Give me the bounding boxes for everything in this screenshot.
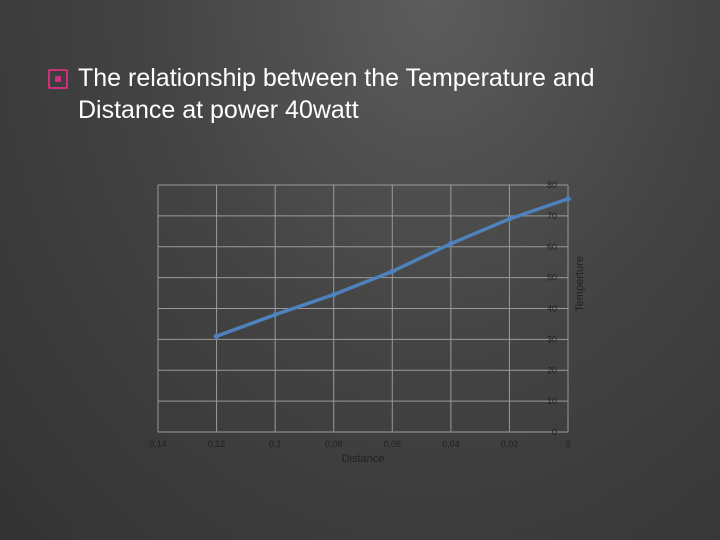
y-tick-label: 0 — [552, 427, 557, 437]
data-point — [564, 195, 572, 203]
y-tick-label: 20 — [547, 365, 557, 375]
square-bullet-icon — [48, 69, 68, 89]
data-point — [330, 291, 338, 299]
chart-labels: 0 10 20 30 40 50 60 70 80 0,14 0,12 0,1 0,08 0,06 0,04… — [149, 180, 586, 465]
x-tick-label: 0,08 — [325, 439, 343, 449]
y-tick-label: 30 — [547, 334, 557, 344]
data-point — [213, 332, 221, 340]
x-tick-label: 0,02 — [501, 439, 519, 449]
x-axis-title: Distance — [342, 453, 385, 465]
slide-title: The relationship between the Temperature… — [78, 64, 595, 124]
x-tick-label: 0,14 — [149, 439, 167, 449]
data-point — [447, 240, 455, 248]
x-tick-label: 0,04 — [442, 439, 460, 449]
y-tick-label: 10 — [547, 396, 557, 406]
y-axis-title: Temperture — [574, 256, 586, 312]
y-tick-label: 70 — [547, 211, 557, 221]
x-tick-label: 0 — [565, 439, 570, 449]
data-point — [271, 311, 279, 319]
data-point — [505, 215, 513, 223]
chart-axes — [158, 185, 569, 433]
x-tick-label: 0,06 — [384, 439, 402, 449]
y-tick-label: 60 — [547, 242, 557, 252]
y-tick-label: 80 — [547, 180, 557, 190]
x-tick-label: 0,1 — [269, 439, 282, 449]
y-tick-label: 40 — [547, 304, 557, 314]
x-tick-label: 0,12 — [208, 439, 226, 449]
y-tick-label: 50 — [547, 273, 557, 283]
chart-series — [213, 195, 572, 340]
data-point — [388, 267, 396, 275]
